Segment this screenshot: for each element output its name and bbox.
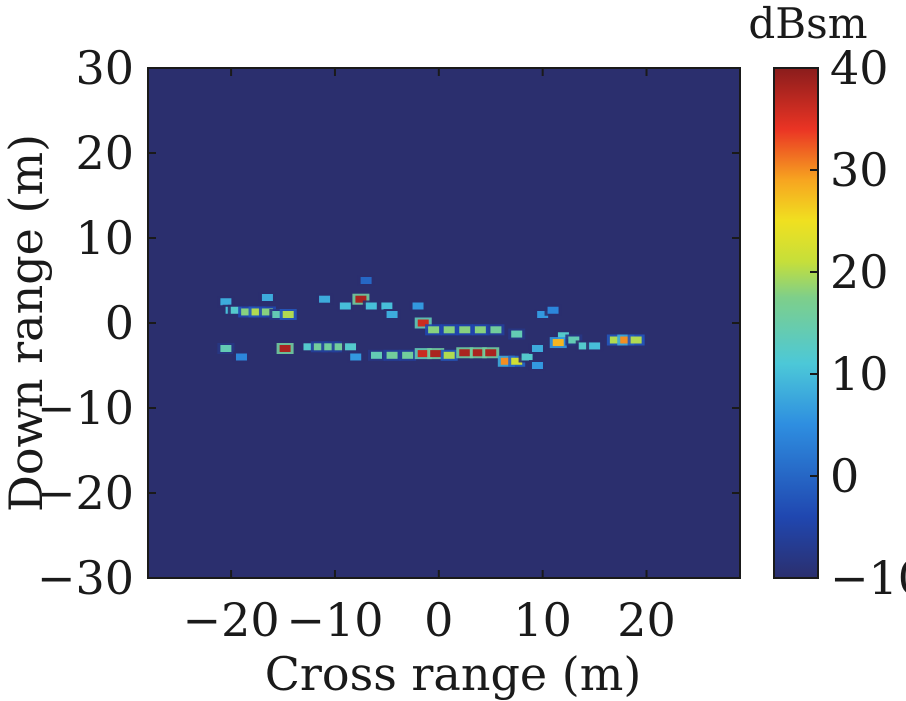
heatmap-cell — [235, 353, 247, 361]
heatmap-cell — [428, 326, 440, 334]
x-tick-label: −20 — [183, 593, 280, 647]
heatmap-cell — [334, 343, 346, 351]
heatmap-cell — [589, 342, 601, 350]
x-axis: −20 −10 0 10 20 — [183, 68, 676, 647]
heatmap-cell — [537, 311, 549, 318]
heatmap-cell — [339, 302, 351, 310]
heatmap-cell — [319, 295, 331, 303]
heatmap-cells — [217, 275, 645, 371]
y-tick-label: 20 — [75, 126, 134, 180]
heatmap-cell — [552, 339, 564, 347]
y-tick-label: −20 — [37, 466, 134, 520]
y-axis: 30 20 10 0 −10 −20 −30 — [37, 41, 740, 605]
heatmap-cell — [568, 336, 580, 344]
heatmap-cell — [350, 353, 362, 361]
heatmap-cell — [282, 311, 294, 318]
plot-background — [148, 68, 740, 578]
x-tick-label: 20 — [617, 593, 676, 647]
heatmap-cell — [279, 345, 291, 352]
heatmap-cell — [386, 351, 398, 359]
y-tick-label: 0 — [105, 296, 134, 350]
heatmap-cell — [472, 349, 484, 357]
heatmap-cell — [220, 298, 232, 306]
heatmap-cell — [630, 336, 642, 344]
heatmap-cell — [443, 351, 455, 359]
heatmap-cell — [313, 343, 325, 351]
heatmap-cell — [417, 319, 429, 327]
colorbar-title: dBsm — [748, 0, 867, 48]
y-tick-label: −10 — [37, 381, 134, 435]
x-axis-title: Cross range (m) — [265, 647, 642, 701]
heatmap-cell — [547, 306, 559, 314]
x-tick-label: 0 — [424, 593, 453, 647]
heatmap-cell — [459, 349, 471, 357]
heatmap-cell — [531, 345, 543, 352]
heatmap-cell — [355, 295, 367, 303]
y-tick-label: 30 — [75, 41, 134, 95]
colorbar-frame — [773, 67, 819, 579]
heatmap-cell — [443, 326, 455, 334]
heatmap-cell — [261, 308, 273, 316]
colorbar — [774, 68, 818, 578]
heatmap-cell — [430, 350, 442, 358]
x-tick-label: −10 — [286, 593, 383, 647]
heatmap-cell — [303, 343, 315, 351]
heatmap-cell — [251, 308, 263, 316]
y-tick-label: 10 — [75, 211, 134, 265]
colorbar-tick-label: 30 — [830, 143, 889, 197]
y-axis-title: Down range (m) — [0, 134, 53, 512]
heatmap-cell — [381, 302, 393, 310]
heatmap-cell — [261, 294, 273, 301]
heatmap-cell — [345, 343, 357, 351]
heatmap-cell — [490, 326, 502, 334]
heatmap-cell — [511, 357, 523, 365]
heatmap-cell — [511, 330, 523, 338]
heatmap-cell — [620, 336, 632, 344]
heatmap-cell — [557, 332, 569, 340]
x-tick-label: 10 — [513, 593, 572, 647]
heatmap-cell — [531, 362, 543, 369]
heatmap-cell — [220, 345, 232, 352]
y-tick-label: −30 — [37, 551, 134, 605]
heatmap-cell — [370, 351, 382, 359]
heatmap-cell — [417, 350, 429, 358]
heatmap-cell — [402, 351, 414, 359]
colorbar-tick-label: 0 — [830, 449, 859, 503]
heatmap-cell — [500, 357, 512, 365]
colorbar-tick-label: −10 — [830, 551, 906, 605]
heatmap-cell — [230, 306, 242, 314]
heatmap-cell — [459, 326, 471, 334]
heatmap-cell — [521, 353, 533, 361]
heatmap-cell — [360, 277, 372, 284]
heatmap-cell — [474, 326, 486, 334]
heatmap-cell — [609, 336, 621, 344]
heatmap-cell — [485, 349, 497, 357]
heatmap-cell — [241, 308, 253, 316]
colorbar-axis: 40 30 20 10 0 −10 — [810, 41, 906, 605]
colorbar-tick-label: 20 — [830, 245, 889, 299]
heatmap-cell — [365, 302, 377, 310]
heatmap-cell — [272, 311, 284, 318]
colorbar-tick-label: 40 — [830, 41, 889, 95]
heatmap-cell — [412, 302, 424, 310]
colorbar-tick-label: 10 — [830, 347, 889, 401]
heatmap-cell — [386, 311, 398, 318]
heatmap-cell — [578, 342, 590, 350]
heatmap-cell — [324, 343, 336, 351]
